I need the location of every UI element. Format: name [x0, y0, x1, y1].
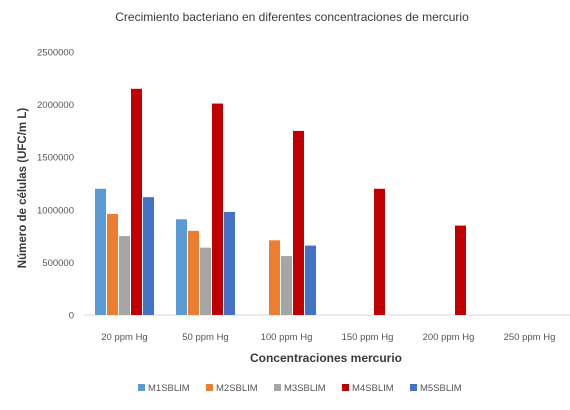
legend-label: M2SBLIM: [216, 383, 258, 394]
legend-label: M3SBLIM: [284, 383, 326, 394]
y-tick-label: 1000000: [37, 205, 74, 216]
x-tick-label: 50 ppm Hg: [182, 332, 228, 343]
y-tick-label: 1500000: [37, 153, 74, 164]
bars: [95, 88, 466, 315]
y-axis-label: Número de células (UFC/m L): [17, 108, 29, 269]
bar-m2sblim-3: [269, 240, 280, 315]
bar-m4sblim-4: [374, 188, 385, 315]
bar-m2sblim-2: [188, 230, 199, 315]
bar-m4sblim-2: [212, 103, 223, 315]
x-tick-label: 20 ppm Hg: [101, 332, 147, 343]
legend: M1SBLIM M2SBLIM M3SBLIM M4SBLIM M5SBLIM: [138, 383, 462, 394]
x-tick-label: 250 ppm Hg: [504, 332, 556, 343]
bar-m2sblim-1: [107, 214, 118, 315]
bar-m4sblim-3: [293, 130, 304, 315]
bar-m4sblim-1: [131, 88, 142, 315]
legend-swatch-m5sblim: [410, 384, 417, 391]
y-tick-label: 2000000: [37, 100, 74, 111]
legend-swatch-m1sblim: [138, 384, 145, 391]
y-tick-label: 0: [69, 311, 74, 322]
bar-m5sblim-3: [305, 245, 316, 315]
bar-m4sblim-5: [455, 225, 466, 315]
legend-label: M4SBLIM: [352, 383, 394, 394]
bar-m5sblim-2: [224, 211, 235, 315]
legend-swatch-m3sblim: [274, 384, 281, 391]
x-tick-label: 150 ppm Hg: [342, 332, 394, 343]
x-tick-label: 100 ppm Hg: [261, 332, 313, 343]
legend-swatch-m2sblim: [206, 384, 213, 391]
x-axis-label: Concentraciones mercurio: [250, 351, 402, 365]
y-tick-label: 500000: [42, 258, 74, 269]
bar-m3sblim-1: [119, 236, 130, 315]
bar-m1sblim-1: [95, 188, 106, 315]
legend-swatch-m4sblim: [342, 384, 349, 391]
bar-m3sblim-3: [281, 256, 292, 315]
legend-label: M5SBLIM: [420, 383, 462, 394]
x-tick-label: 200 ppm Hg: [423, 332, 475, 343]
legend-label: M1SBLIM: [148, 383, 190, 394]
bar-m1sblim-2: [176, 219, 187, 315]
bar-m5sblim-1: [143, 197, 154, 315]
bar-m3sblim-2: [200, 247, 211, 315]
y-tick-labels: 0 500000 1000000 1500000 2000000 2500000: [37, 48, 74, 322]
x-tick-labels: 20 ppm Hg 50 ppm Hg 100 ppm Hg 150 ppm Hg 20…: [101, 332, 555, 343]
chart-title: Crecimiento bacteriano en diferentes con…: [115, 10, 469, 24]
y-tick-label: 2500000: [37, 48, 74, 59]
